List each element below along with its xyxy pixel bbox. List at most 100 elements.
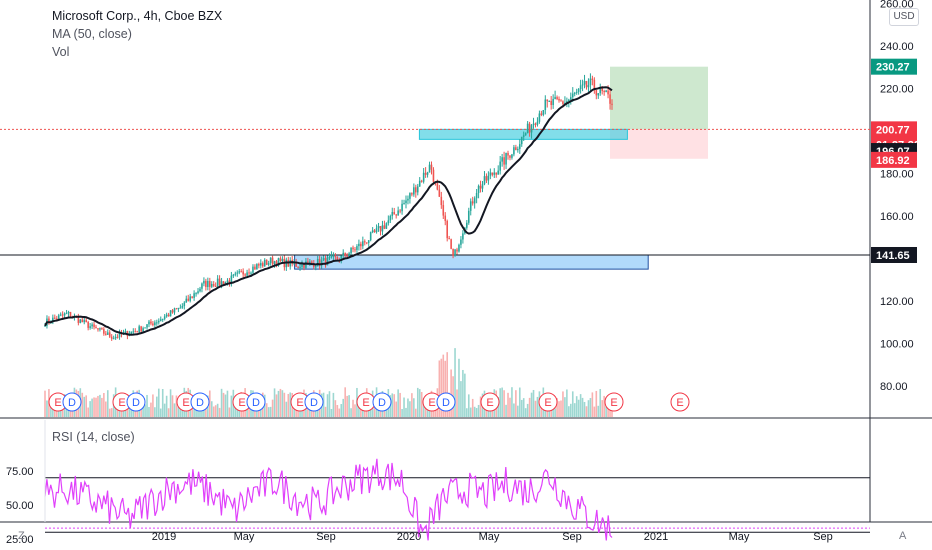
volume-bar xyxy=(277,390,280,417)
volume-bar xyxy=(367,405,370,417)
candle-body xyxy=(248,272,250,274)
candle-body xyxy=(101,328,103,330)
candle-body xyxy=(230,275,233,284)
candle-body xyxy=(483,176,486,185)
candle-body xyxy=(305,261,307,268)
volume-bar xyxy=(193,403,195,417)
volume-bar xyxy=(526,403,529,417)
candle-body xyxy=(571,93,574,98)
candle-body xyxy=(108,332,111,337)
candle-body xyxy=(536,121,539,125)
volume-bar xyxy=(416,387,419,417)
volume-bar xyxy=(581,397,584,417)
candle-body xyxy=(165,314,168,317)
candle-body xyxy=(426,172,429,175)
candle-body xyxy=(432,169,435,182)
price-pane[interactable] xyxy=(0,0,870,418)
candle-body xyxy=(583,80,586,85)
volume-bar xyxy=(246,408,248,417)
volume-bar xyxy=(360,403,362,417)
candle-body xyxy=(495,172,498,175)
candle-body xyxy=(183,302,186,307)
candle-body xyxy=(393,212,396,215)
candle-body xyxy=(244,274,246,276)
volume-bar xyxy=(87,407,89,417)
candle-body xyxy=(195,293,197,295)
candle-body xyxy=(265,259,268,265)
currency-button[interactable]: USD xyxy=(889,8,919,26)
candle-body xyxy=(59,314,62,316)
time-axis-layer: 2019 May Sep 2020 May Sep 2021 May Sep xyxy=(152,531,833,543)
candle-body xyxy=(395,214,397,216)
candle-body xyxy=(326,257,329,266)
volume-bar xyxy=(134,408,137,417)
volume-bar xyxy=(597,405,600,417)
volume-bar xyxy=(57,406,60,417)
candle-body xyxy=(532,123,535,126)
timezone-button[interactable]: Z xyxy=(18,530,25,542)
candle-body xyxy=(318,258,321,266)
candle-body xyxy=(214,285,217,287)
volume-bar xyxy=(499,388,501,417)
volume-bar xyxy=(324,406,327,417)
volume-bar xyxy=(534,400,537,417)
candle-body xyxy=(83,320,86,323)
candle-body xyxy=(138,326,140,333)
volume-bar xyxy=(440,358,443,417)
candle-body xyxy=(228,280,231,284)
candle-body xyxy=(356,246,358,250)
volume-bar xyxy=(263,394,266,417)
candle-body xyxy=(54,317,56,319)
candle-body xyxy=(499,161,501,171)
candle-body xyxy=(156,322,158,324)
volume-bar xyxy=(358,406,360,417)
price-badge xyxy=(871,246,917,263)
candle-body xyxy=(391,212,394,217)
candle-body xyxy=(420,180,423,182)
candle-body xyxy=(226,280,229,283)
volume-bar xyxy=(599,389,602,417)
candle-body xyxy=(489,172,492,176)
candle-body xyxy=(520,136,523,145)
candle-body xyxy=(142,328,144,332)
candle-body xyxy=(203,280,205,284)
candle-body xyxy=(566,101,568,103)
candle-body xyxy=(163,316,166,319)
volume-bar xyxy=(152,394,154,417)
volume-bar xyxy=(167,408,170,417)
candle-body xyxy=(505,152,507,165)
volume-bar xyxy=(226,390,229,417)
auto-scale-button[interactable]: A xyxy=(899,530,907,542)
price-tick-label: 180.00 xyxy=(880,169,914,181)
candle-body xyxy=(193,293,195,298)
volume-bar xyxy=(142,401,144,417)
candle-body xyxy=(485,176,488,181)
candle-body xyxy=(605,90,607,93)
candle-body xyxy=(515,147,517,151)
dividend-label: D xyxy=(442,397,450,409)
candle-body xyxy=(234,273,237,275)
candle-body xyxy=(299,266,301,268)
candle-body xyxy=(271,257,274,265)
volume-bar xyxy=(515,390,517,417)
time-tick-label: May xyxy=(479,531,500,543)
volume-bar xyxy=(44,390,46,417)
candle-body xyxy=(140,326,142,332)
volume-bar xyxy=(91,398,93,417)
volume-bar xyxy=(554,408,556,417)
volume-bar xyxy=(564,397,566,417)
candle-body xyxy=(466,222,468,228)
volume-bar xyxy=(163,403,166,417)
volume-bar xyxy=(589,398,592,417)
candle-body xyxy=(587,85,590,88)
candle-body xyxy=(146,324,148,328)
candle-body xyxy=(581,84,584,86)
candle-body xyxy=(44,325,46,327)
dividend-marker xyxy=(126,392,146,412)
volume-bar xyxy=(108,408,111,417)
volume-bar xyxy=(422,397,425,417)
candle-body xyxy=(187,298,190,301)
candle-body xyxy=(467,210,470,223)
volume-bar xyxy=(522,398,525,417)
